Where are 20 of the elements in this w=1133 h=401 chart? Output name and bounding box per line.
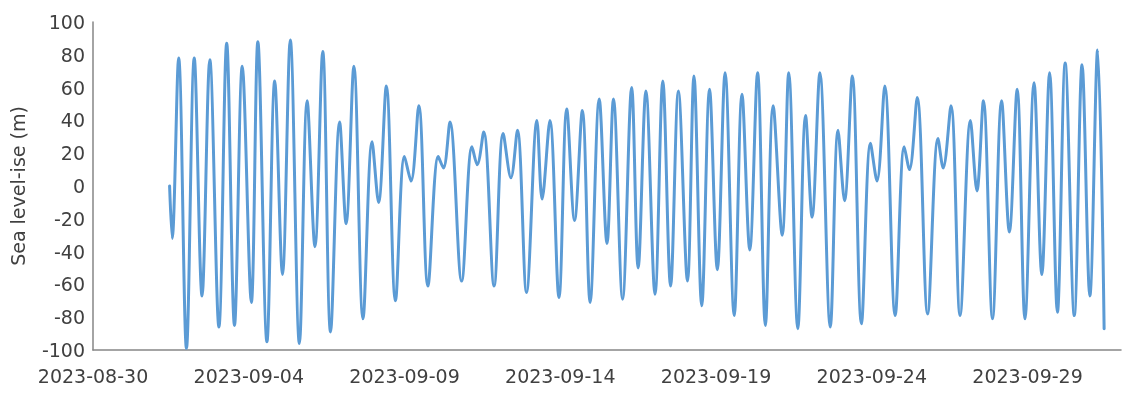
x-tick-label: 2023-09-29 (972, 364, 1083, 387)
x-tick-label: 2023-08-30 (37, 364, 149, 387)
y-tick-label: -100 (41, 339, 85, 361)
y-tick-label: -60 (53, 273, 85, 296)
y-tick-label: 20 (60, 142, 85, 165)
x-tick-label: 2023-09-14 (505, 364, 616, 387)
y-tick-label: -20 (53, 207, 85, 230)
x-tick-label: 2023-09-19 (660, 364, 772, 387)
line-series (168, 38, 1106, 350)
y-tick-label: -80 (53, 306, 85, 329)
y-tick-label: -40 (53, 240, 85, 263)
y-tick-label: 100 (48, 11, 85, 33)
y-tick-label: 40 (60, 109, 85, 132)
y-tick-label: 0 (72, 175, 85, 197)
y-tick-label: 80 (60, 43, 85, 66)
x-tick-label: 2023-09-04 (193, 364, 304, 387)
x-tick-label: 2023-09-09 (349, 364, 460, 387)
y-axis-title: Sea level-ise (m) (6, 106, 29, 266)
y-tick-label: 60 (60, 76, 85, 99)
x-tick-label: 2023-09-24 (816, 364, 927, 387)
